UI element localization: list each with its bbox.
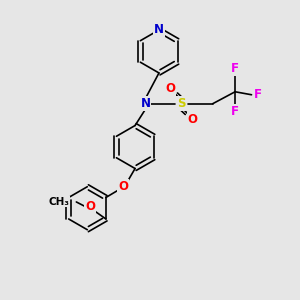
- Text: O: O: [85, 200, 95, 213]
- Text: O: O: [118, 180, 128, 193]
- Text: F: F: [254, 88, 262, 101]
- Text: N: N: [140, 97, 151, 110]
- Text: S: S: [177, 97, 186, 110]
- Text: F: F: [231, 105, 239, 118]
- Text: N: N: [154, 23, 164, 37]
- Text: O: O: [188, 113, 198, 126]
- Text: F: F: [231, 62, 239, 75]
- Text: CH₃: CH₃: [49, 197, 70, 207]
- Text: O: O: [165, 82, 175, 95]
